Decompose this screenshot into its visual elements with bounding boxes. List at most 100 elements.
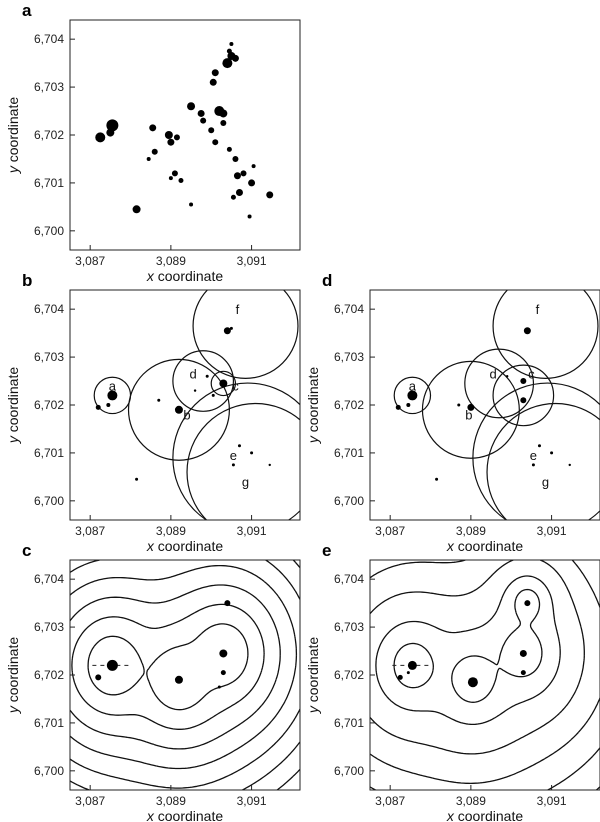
y-tick-label: 6,701 — [34, 716, 64, 730]
cluster-label-e: e — [530, 448, 537, 463]
data-point — [132, 205, 141, 214]
data-point — [237, 444, 241, 448]
data-point — [407, 660, 417, 670]
data-point — [226, 146, 232, 152]
circle-c — [210, 370, 237, 397]
data-point — [217, 685, 221, 689]
panel-c-plot-area — [70, 560, 300, 790]
data-point — [231, 54, 239, 62]
cluster-label-f: f — [536, 302, 540, 317]
y-axis-label: y coordinate — [5, 97, 21, 174]
data-point — [537, 444, 541, 448]
y-tick-label: 6,704 — [34, 32, 64, 46]
x-tick-label: 3,089 — [156, 254, 186, 268]
x-tick-label: 3,087 — [75, 524, 105, 538]
x-tick-label: 3,089 — [456, 794, 486, 808]
x-tick-label: 3,091 — [237, 794, 267, 808]
data-point — [220, 670, 226, 676]
plot-frame — [369, 559, 600, 791]
data-point — [149, 124, 157, 132]
circle-e — [472, 382, 600, 520]
data-point — [467, 403, 475, 411]
y-tick-label: 6,701 — [34, 176, 64, 190]
data-point — [520, 397, 527, 404]
panel-letter: d — [322, 271, 332, 290]
cluster-label-c: c — [528, 367, 535, 382]
panel-letter: b — [22, 271, 32, 290]
data-point — [232, 155, 239, 162]
data-point — [397, 674, 403, 680]
x-tick-label: 3,087 — [75, 794, 105, 808]
circle-f — [192, 290, 299, 379]
data-point — [106, 659, 118, 671]
cluster-label-b: b — [183, 407, 190, 422]
data-point — [168, 176, 173, 181]
data-point — [219, 649, 228, 658]
x-tick-label: 3,087 — [375, 524, 405, 538]
data-point — [523, 327, 531, 335]
circle-g — [186, 402, 300, 520]
circle-a — [393, 376, 432, 415]
panel-letter: c — [22, 541, 31, 560]
panel-d-plot-area — [393, 290, 600, 520]
contour-level-2 — [375, 575, 561, 726]
circle-f — [492, 290, 599, 379]
cluster-label-e: e — [230, 448, 237, 463]
data-point — [167, 138, 175, 146]
data-point — [174, 405, 183, 414]
data-point — [231, 463, 235, 467]
circle-d — [464, 348, 535, 419]
data-point — [222, 58, 233, 69]
data-point — [247, 214, 252, 219]
data-point — [146, 156, 151, 161]
data-point — [200, 117, 207, 124]
data-point — [406, 671, 410, 675]
cluster-label-g: g — [242, 474, 249, 489]
y-tick-label: 6,703 — [34, 80, 64, 94]
data-point — [229, 41, 234, 46]
y-tick-label: 6,700 — [34, 764, 64, 778]
data-point — [268, 463, 271, 467]
data-point — [520, 670, 526, 676]
contour-level-3 — [70, 584, 281, 750]
y-tick-label: 6,704 — [34, 302, 64, 316]
panel-c: 3,087 3,089 3,091 6,700 6,701 6,702 6,703 6,704… — [5, 541, 301, 822]
data-point — [106, 128, 115, 137]
contour-level-4 — [70, 564, 298, 770]
circle-g — [486, 402, 600, 520]
x-tick-label: 3,089 — [156, 794, 186, 808]
data-point — [230, 194, 236, 200]
y-tick-label: 6,701 — [334, 716, 364, 730]
data-point — [266, 191, 274, 199]
circle-b — [127, 358, 230, 461]
data-point — [248, 179, 256, 187]
y-tick-label: 6,702 — [34, 668, 64, 682]
x-tick-label: 3,091 — [537, 794, 567, 808]
y-tick-label: 6,700 — [334, 494, 364, 508]
y-tick-label: 6,701 — [334, 446, 364, 460]
panel-a-plot-area — [95, 41, 274, 219]
data-point — [187, 102, 196, 111]
cluster-label-a: a — [109, 379, 117, 394]
data-point — [209, 78, 217, 86]
data-point — [229, 326, 233, 330]
x-tick-label: 3,091 — [237, 524, 267, 538]
data-point — [235, 189, 243, 196]
plot-frame — [369, 289, 600, 521]
y-tick-label: 6,704 — [34, 572, 64, 586]
x-axis-label: x coordinate — [146, 808, 223, 822]
contour-level-1 — [87, 623, 249, 711]
cluster-label-f: f — [236, 302, 240, 317]
y-axis-label: y coordinate — [5, 367, 21, 444]
x-axis-label: x coordinate — [446, 808, 523, 822]
y-tick-label: 6,702 — [34, 128, 64, 142]
data-point — [173, 134, 180, 141]
y-tick-label: 6,702 — [34, 398, 64, 412]
y-tick-label: 6,703 — [34, 350, 64, 364]
data-point — [224, 600, 231, 607]
x-tick-label: 3,089 — [456, 524, 486, 538]
data-point — [211, 69, 219, 77]
contour-level-5 — [370, 747, 600, 790]
data-point — [164, 131, 173, 139]
